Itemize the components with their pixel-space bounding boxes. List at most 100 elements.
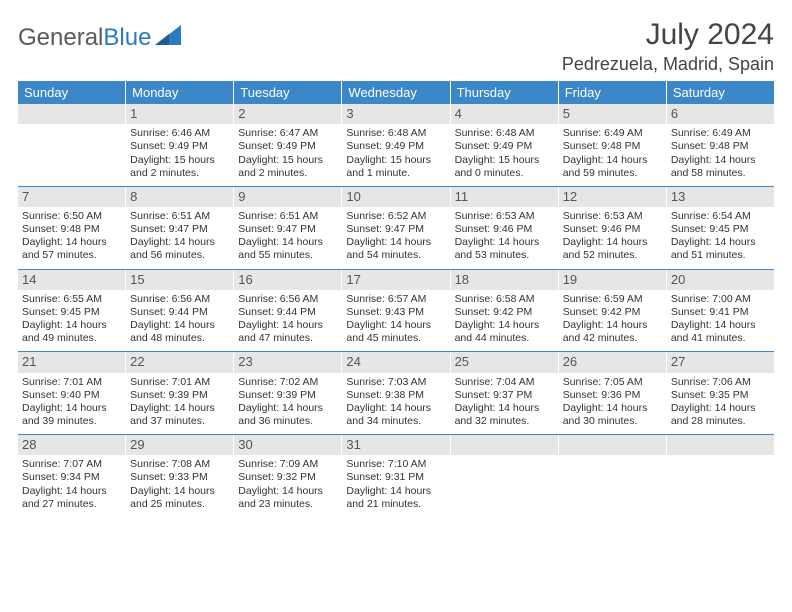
day-cell: 16Sunrise: 6:56 AMSunset: 9:44 PMDayligh… bbox=[234, 270, 342, 352]
sunset-text: Sunset: 9:48 PM bbox=[671, 140, 770, 153]
day-number: 15 bbox=[126, 270, 233, 290]
week-row: 14Sunrise: 6:55 AMSunset: 9:45 PMDayligh… bbox=[18, 269, 774, 352]
week-row: 21Sunrise: 7:01 AMSunset: 9:40 PMDayligh… bbox=[18, 351, 774, 434]
sunrise-text: Sunrise: 6:46 AM bbox=[130, 127, 229, 140]
day-number: 19 bbox=[559, 270, 666, 290]
day-cell: 14Sunrise: 6:55 AMSunset: 9:45 PMDayligh… bbox=[18, 270, 126, 352]
daylight-text: Daylight: 14 hours and 56 minutes. bbox=[130, 236, 229, 262]
day-number: 28 bbox=[18, 435, 125, 455]
day-cell-body: Sunrise: 6:51 AMSunset: 9:47 PMDaylight:… bbox=[126, 207, 233, 269]
weekday-header: Wednesday bbox=[342, 81, 450, 104]
day-number: 1 bbox=[126, 104, 233, 124]
day-cell-body bbox=[667, 455, 774, 464]
day-cell: 17Sunrise: 6:57 AMSunset: 9:43 PMDayligh… bbox=[342, 270, 450, 352]
weekday-header: Monday bbox=[126, 81, 234, 104]
sunrise-text: Sunrise: 7:10 AM bbox=[346, 458, 445, 471]
sunrise-text: Sunrise: 7:06 AM bbox=[671, 376, 770, 389]
daylight-text: Daylight: 14 hours and 59 minutes. bbox=[563, 154, 662, 180]
day-cell bbox=[559, 435, 667, 517]
sunrise-text: Sunrise: 6:58 AM bbox=[455, 293, 554, 306]
day-number: 8 bbox=[126, 187, 233, 207]
day-cell-body: Sunrise: 6:57 AMSunset: 9:43 PMDaylight:… bbox=[342, 290, 449, 352]
week-row: 7 Sunrise: 6:50 AMSunset: 9:48 PM Daylight… bbox=[18, 186, 774, 269]
day-cell: 21Sunrise: 7:01 AMSunset: 9:40 PMDayligh… bbox=[18, 352, 126, 434]
day-number: 31 bbox=[342, 435, 449, 455]
day-cell: 25Sunrise: 7:04 AMSunset: 9:37 PMDayligh… bbox=[451, 352, 559, 434]
day-cell bbox=[451, 435, 559, 517]
day-cell-body: Sunrise: 6:56 AMSunset: 9:44 PMDaylight:… bbox=[126, 290, 233, 352]
sunset-text: Sunset: 9:49 PM bbox=[455, 140, 554, 153]
sunset-text: Sunset: 9:44 PM bbox=[130, 306, 229, 319]
sunset-text: Sunset: 9:47 PM bbox=[346, 223, 445, 236]
day-number bbox=[451, 435, 558, 455]
sunset-text: Sunset: 9:45 PM bbox=[22, 306, 121, 319]
daylight-text: Daylight: 14 hours and 49 minutes. bbox=[22, 319, 121, 345]
day-cell: 26Sunrise: 7:05 AMSunset: 9:36 PMDayligh… bbox=[559, 352, 667, 434]
day-cell-body: Sunrise: 7:01 AMSunset: 9:40 PMDaylight:… bbox=[18, 373, 125, 435]
sunset-text: Sunset: 9:48 PM bbox=[22, 223, 121, 236]
sunrise-text: Sunrise: 6:56 AM bbox=[130, 293, 229, 306]
day-number: 24 bbox=[342, 352, 449, 372]
sunrise-text: Sunrise: 7:07 AM bbox=[22, 458, 121, 471]
sunrise-text: Sunrise: 6:49 AM bbox=[671, 127, 770, 140]
day-number: 3 bbox=[342, 104, 449, 124]
day-cell-body: Sunrise: 6:51 AMSunset: 9:47 PMDaylight:… bbox=[234, 207, 341, 269]
day-cell: 2Sunrise: 6:47 AMSunset: 9:49 PMDaylight… bbox=[234, 104, 342, 186]
sunset-text: Sunset: 9:41 PM bbox=[671, 306, 770, 319]
daylight-text: Daylight: 14 hours and 54 minutes. bbox=[346, 236, 445, 262]
sunset-text: Sunset: 9:49 PM bbox=[346, 140, 445, 153]
sunset-text: Sunset: 9:45 PM bbox=[671, 223, 770, 236]
sunrise-text: Sunrise: 6:50 AM bbox=[22, 210, 121, 223]
day-cell-body: Sunrise: 6:52 AMSunset: 9:47 PMDaylight:… bbox=[342, 207, 449, 269]
day-cell-body bbox=[451, 455, 558, 464]
title-block: July 2024 Pedrezuela, Madrid, Spain bbox=[562, 18, 774, 75]
sunrise-text: Sunrise: 6:48 AM bbox=[455, 127, 554, 140]
daylight-text: Daylight: 15 hours and 1 minute. bbox=[346, 154, 445, 180]
day-cell-body: Sunrise: 6:56 AMSunset: 9:44 PMDaylight:… bbox=[234, 290, 341, 352]
sunrise-text: Sunrise: 7:05 AM bbox=[563, 376, 662, 389]
daylight-text: Daylight: 14 hours and 34 minutes. bbox=[346, 402, 445, 428]
day-cell-body: Sunrise: 6:46 AMSunset: 9:49 PMDaylight:… bbox=[126, 124, 233, 186]
day-number bbox=[559, 435, 666, 455]
day-cell-body: Sunrise: 6:48 AMSunset: 9:49 PMDaylight:… bbox=[342, 124, 449, 186]
day-number: 21 bbox=[18, 352, 125, 372]
sunset-text: Sunset: 9:39 PM bbox=[238, 389, 337, 402]
sunrise-text: Sunrise: 6:51 AM bbox=[238, 210, 337, 223]
day-number: 7 bbox=[18, 187, 125, 207]
daylight-text: Daylight: 14 hours and 28 minutes. bbox=[671, 402, 770, 428]
day-cell: 12Sunrise: 6:53 AMSunset: 9:46 PMDayligh… bbox=[559, 187, 667, 269]
sunrise-text: Sunrise: 7:00 AM bbox=[671, 293, 770, 306]
calendar-grid: Sunday Monday Tuesday Wednesday Thursday… bbox=[18, 81, 774, 517]
daylight-text: Daylight: 15 hours and 2 minutes. bbox=[130, 154, 229, 180]
day-number: 27 bbox=[667, 352, 774, 372]
weekday-header: Sunday bbox=[18, 81, 126, 104]
day-cell-body: Sunrise: 7:08 AMSunset: 9:33 PMDaylight:… bbox=[126, 455, 233, 517]
sunset-text: Sunset: 9:47 PM bbox=[130, 223, 229, 236]
day-number: 25 bbox=[451, 352, 558, 372]
weekday-header: Thursday bbox=[451, 81, 559, 104]
sunset-text: Sunset: 9:31 PM bbox=[346, 471, 445, 484]
weekday-header: Friday bbox=[559, 81, 667, 104]
daylight-text: Daylight: 14 hours and 21 minutes. bbox=[346, 485, 445, 511]
sunrise-text: Sunrise: 6:55 AM bbox=[22, 293, 121, 306]
day-cell-body: Sunrise: 6:54 AMSunset: 9:45 PMDaylight:… bbox=[667, 207, 774, 269]
day-cell: 10Sunrise: 6:52 AMSunset: 9:47 PMDayligh… bbox=[342, 187, 450, 269]
daylight-text: Daylight: 14 hours and 47 minutes. bbox=[238, 319, 337, 345]
day-cell-body: Sunrise: 7:00 AMSunset: 9:41 PMDaylight:… bbox=[667, 290, 774, 352]
day-cell-body bbox=[18, 124, 125, 133]
day-cell: 19Sunrise: 6:59 AMSunset: 9:42 PMDayligh… bbox=[559, 270, 667, 352]
sunset-text: Sunset: 9:40 PM bbox=[22, 389, 121, 402]
day-cell-body: Sunrise: 6:53 AMSunset: 9:46 PMDaylight:… bbox=[451, 207, 558, 269]
sunrise-text: Sunrise: 7:01 AM bbox=[130, 376, 229, 389]
sunset-text: Sunset: 9:44 PM bbox=[238, 306, 337, 319]
daylight-text: Daylight: 14 hours and 36 minutes. bbox=[238, 402, 337, 428]
daylight-text: Daylight: 14 hours and 51 minutes. bbox=[671, 236, 770, 262]
location-label: Pedrezuela, Madrid, Spain bbox=[562, 54, 774, 75]
day-number bbox=[18, 104, 125, 124]
day-cell-body: Sunrise: 6:49 AMSunset: 9:48 PMDaylight:… bbox=[667, 124, 774, 186]
sunset-text: Sunset: 9:33 PM bbox=[130, 471, 229, 484]
sunrise-text: Sunrise: 7:03 AM bbox=[346, 376, 445, 389]
sunrise-text: Sunrise: 7:09 AM bbox=[238, 458, 337, 471]
day-cell-body: Sunrise: 7:03 AMSunset: 9:38 PMDaylight:… bbox=[342, 373, 449, 435]
daylight-text: Daylight: 14 hours and 41 minutes. bbox=[671, 319, 770, 345]
